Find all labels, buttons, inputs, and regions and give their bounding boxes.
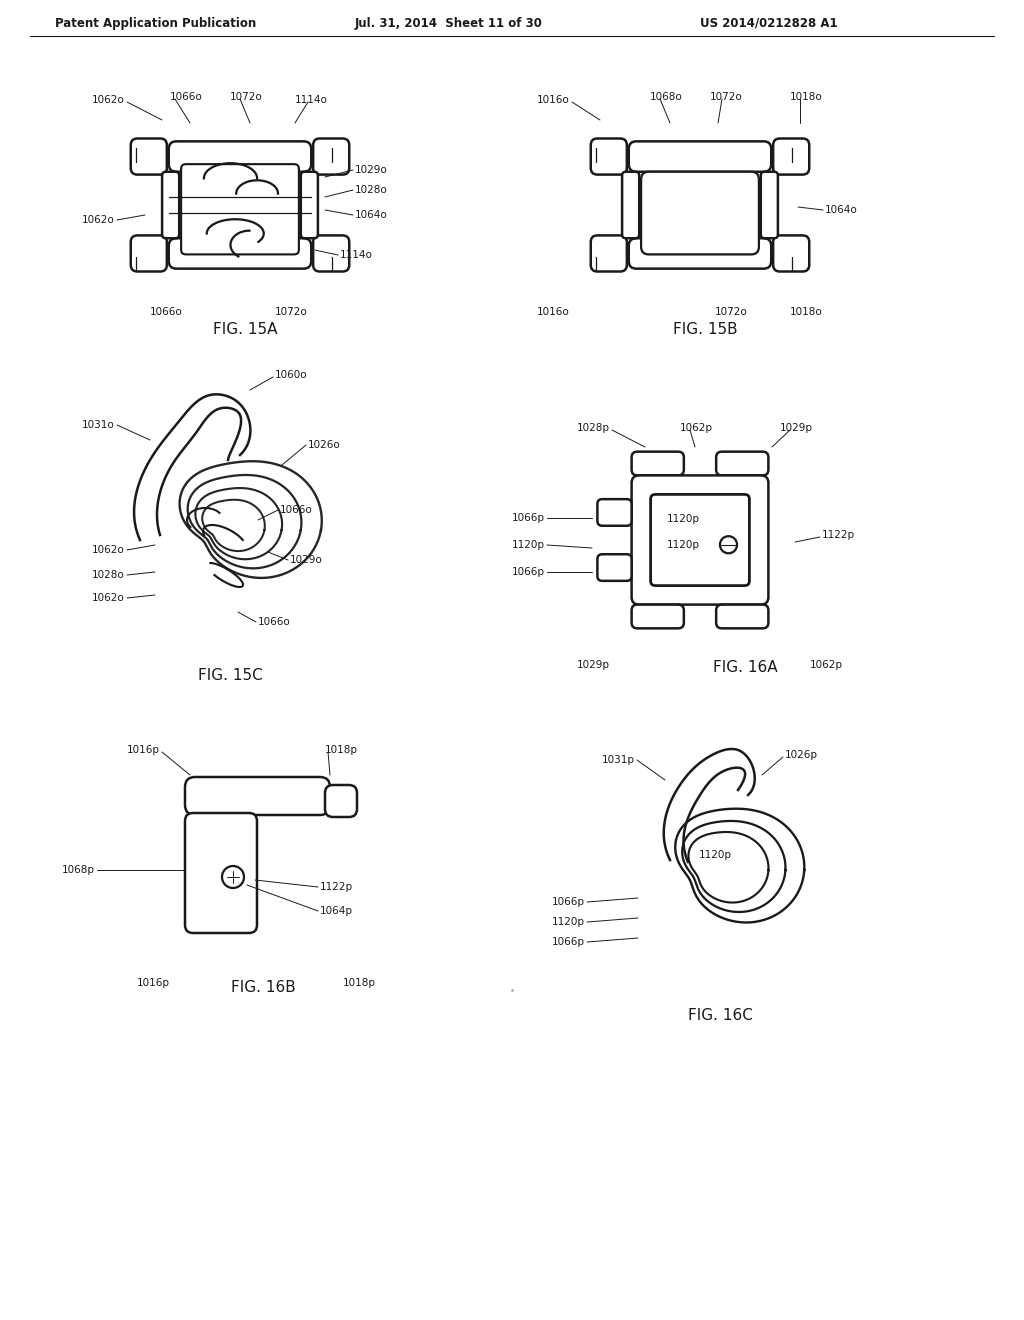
FancyBboxPatch shape — [325, 785, 357, 817]
FancyBboxPatch shape — [591, 139, 627, 174]
Text: 1018o: 1018o — [790, 308, 822, 317]
Text: 1031p: 1031p — [602, 755, 635, 766]
FancyBboxPatch shape — [131, 139, 167, 174]
Text: 1018o: 1018o — [790, 92, 822, 102]
Text: FIG. 15A: FIG. 15A — [213, 322, 278, 338]
Text: 1072o: 1072o — [710, 92, 742, 102]
Text: 1066o: 1066o — [170, 92, 203, 102]
Text: FIG. 15B: FIG. 15B — [673, 322, 737, 338]
Text: US 2014/0212828 A1: US 2014/0212828 A1 — [700, 16, 838, 29]
Text: 1029o: 1029o — [290, 554, 323, 565]
FancyBboxPatch shape — [181, 164, 299, 255]
FancyBboxPatch shape — [185, 777, 330, 814]
Text: 1062o: 1062o — [92, 95, 125, 106]
Text: 1018p: 1018p — [343, 978, 376, 987]
Text: 1028o: 1028o — [92, 570, 125, 579]
Text: 1066o: 1066o — [150, 308, 182, 317]
FancyBboxPatch shape — [591, 235, 627, 272]
Text: 1066p: 1066p — [512, 568, 545, 577]
Text: 1122p: 1122p — [822, 531, 855, 540]
Text: 1072o: 1072o — [715, 308, 748, 317]
Text: Jul. 31, 2014  Sheet 11 of 30: Jul. 31, 2014 Sheet 11 of 30 — [355, 16, 543, 29]
FancyBboxPatch shape — [169, 141, 311, 172]
Text: FIG. 16C: FIG. 16C — [687, 1007, 753, 1023]
Text: 1072o: 1072o — [275, 308, 308, 317]
Text: 1062o: 1062o — [92, 593, 125, 603]
Text: 1120p: 1120p — [698, 850, 731, 861]
Text: 1029p: 1029p — [577, 660, 610, 671]
FancyBboxPatch shape — [629, 141, 771, 172]
Text: 1026p: 1026p — [785, 750, 818, 760]
FancyBboxPatch shape — [629, 238, 771, 269]
Text: 1016o: 1016o — [538, 308, 570, 317]
Text: Patent Application Publication: Patent Application Publication — [55, 16, 256, 29]
Text: 1028o: 1028o — [355, 185, 388, 195]
Text: 1120p: 1120p — [667, 540, 699, 549]
Text: 1016p: 1016p — [127, 744, 160, 755]
Text: 1016o: 1016o — [538, 95, 570, 106]
Text: 1064o: 1064o — [355, 210, 388, 220]
FancyBboxPatch shape — [773, 235, 809, 272]
Text: 1062p: 1062p — [680, 422, 713, 433]
Text: 1064o: 1064o — [825, 205, 858, 215]
FancyBboxPatch shape — [131, 235, 167, 272]
Text: 1028p: 1028p — [577, 422, 610, 433]
Text: 1120p: 1120p — [552, 917, 585, 927]
Text: FIG. 16B: FIG. 16B — [230, 979, 295, 994]
Text: 1066p: 1066p — [552, 937, 585, 946]
Text: 1029o: 1029o — [355, 165, 388, 176]
FancyBboxPatch shape — [301, 172, 317, 238]
Text: 1068o: 1068o — [650, 92, 683, 102]
FancyBboxPatch shape — [313, 139, 349, 174]
Text: 1120p: 1120p — [667, 513, 699, 524]
Text: 1029p: 1029p — [780, 422, 813, 433]
FancyBboxPatch shape — [162, 172, 179, 238]
Text: 1031o: 1031o — [82, 420, 115, 430]
FancyBboxPatch shape — [716, 451, 768, 475]
FancyBboxPatch shape — [632, 605, 684, 628]
Text: 1066p: 1066p — [552, 898, 585, 907]
Text: 1062o: 1062o — [92, 545, 125, 554]
Text: 1018p: 1018p — [325, 744, 358, 755]
Text: 1068p: 1068p — [62, 865, 95, 875]
Text: 1120p: 1120p — [512, 540, 545, 550]
FancyBboxPatch shape — [650, 495, 750, 586]
Text: FIG. 15C: FIG. 15C — [198, 668, 262, 682]
FancyBboxPatch shape — [313, 235, 349, 272]
FancyBboxPatch shape — [716, 605, 768, 628]
FancyBboxPatch shape — [641, 172, 759, 255]
FancyBboxPatch shape — [632, 451, 684, 475]
FancyBboxPatch shape — [623, 172, 639, 238]
FancyBboxPatch shape — [773, 139, 809, 174]
Text: 1122p: 1122p — [319, 882, 353, 892]
Text: 1064p: 1064p — [319, 906, 353, 916]
Text: 1016p: 1016p — [137, 978, 170, 987]
Text: 1066p: 1066p — [512, 513, 545, 523]
Text: 1062p: 1062p — [810, 660, 843, 671]
Text: FIG. 16A: FIG. 16A — [713, 660, 777, 676]
FancyBboxPatch shape — [632, 475, 768, 605]
FancyBboxPatch shape — [169, 238, 311, 269]
FancyBboxPatch shape — [761, 172, 778, 238]
Text: 1062o: 1062o — [82, 215, 115, 224]
Text: 1060o: 1060o — [275, 370, 307, 380]
FancyBboxPatch shape — [185, 813, 257, 933]
FancyBboxPatch shape — [597, 554, 632, 581]
Text: 1114o: 1114o — [340, 249, 373, 260]
Text: 1066o: 1066o — [258, 616, 291, 627]
Text: 1026o: 1026o — [308, 440, 341, 450]
Text: 1072o: 1072o — [230, 92, 263, 102]
FancyBboxPatch shape — [597, 499, 632, 525]
Text: 1114o: 1114o — [295, 95, 328, 106]
Text: 1066o: 1066o — [280, 506, 312, 515]
